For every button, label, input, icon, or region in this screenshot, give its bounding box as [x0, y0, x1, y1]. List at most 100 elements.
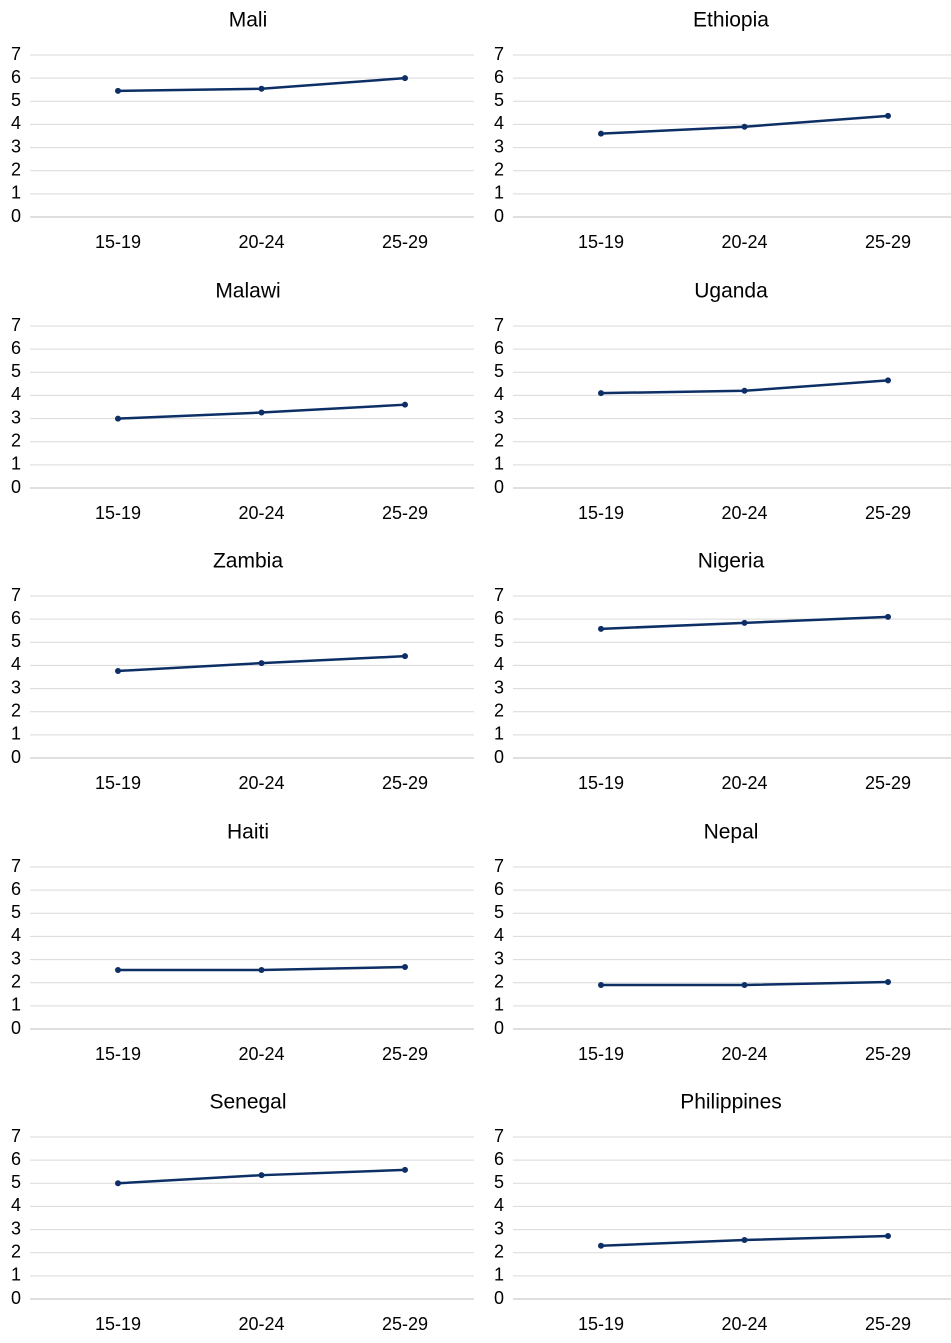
- y-tick-label: 0: [11, 747, 21, 767]
- x-tick-label: 25-29: [382, 773, 428, 793]
- data-point: [741, 387, 748, 394]
- data-point: [885, 112, 891, 119]
- data-point: [741, 982, 748, 989]
- data-point: [402, 401, 408, 408]
- x-tick-label: 25-29: [865, 503, 911, 523]
- y-tick-label: 4: [494, 654, 504, 674]
- x-tick-label: 15-19: [578, 1314, 624, 1334]
- y-tick-label: 2: [494, 1241, 504, 1261]
- x-tick-label: 20-24: [238, 773, 284, 793]
- y-tick-label: 1: [494, 1265, 504, 1285]
- x-tick-label: 15-19: [95, 1314, 141, 1334]
- x-tick-label: 25-29: [382, 1044, 428, 1064]
- y-tick-label: 4: [494, 113, 504, 133]
- y-tick-label: 4: [11, 1195, 21, 1215]
- chart-title: Nigeria: [698, 550, 765, 573]
- y-tick-label: 0: [494, 1288, 504, 1308]
- y-tick-label: 4: [11, 384, 21, 404]
- x-tick-label: 15-19: [95, 773, 141, 793]
- panel: Philippines 0 1 2 3 4 5 6 7 15-19 20-24 25-29: [494, 1091, 951, 1334]
- y-tick-label: 6: [11, 338, 21, 358]
- chart-title: Malawi: [215, 280, 280, 303]
- panel: Malawi 0 1 2 3 4 5 6 7 15-19 20-24 25-29: [11, 280, 474, 523]
- chart-title: Mali: [229, 9, 268, 32]
- y-tick-label: 0: [11, 206, 21, 226]
- y-tick-label: 3: [494, 948, 504, 968]
- chart-title: Nepal: [704, 821, 759, 844]
- panel: Nigeria 0 1 2 3 4 5 6 7 15-19 20-24 25-29: [494, 550, 951, 793]
- x-tick-label: 25-29: [865, 773, 911, 793]
- data-point: [885, 979, 891, 986]
- y-tick-label: 5: [494, 90, 504, 110]
- y-tick-label: 5: [494, 902, 504, 922]
- x-tick-label: 25-29: [865, 232, 911, 252]
- y-tick-label: 7: [11, 315, 21, 335]
- y-tick-label: 3: [494, 677, 504, 697]
- x-tick-label: 20-24: [721, 1044, 767, 1064]
- data-point: [402, 963, 408, 970]
- y-tick-label: 3: [11, 677, 21, 697]
- y-tick-label: 0: [494, 477, 504, 497]
- y-tick-label: 0: [11, 477, 21, 497]
- y-tick-label: 6: [11, 1149, 21, 1169]
- chart-title: Philippines: [680, 1091, 782, 1114]
- panel: Ethiopia 0 1 2 3 4 5 6 7 15-19 20-24 25-29: [494, 9, 951, 252]
- panel: Senegal 0 1 2 3 4 5 6 7 15-19 20-24 25-29: [11, 1091, 474, 1334]
- data-point: [885, 377, 891, 384]
- y-tick-label: 4: [11, 925, 21, 945]
- y-tick-label: 1: [494, 724, 504, 744]
- chart-title: Uganda: [694, 280, 768, 303]
- chart-title: Haiti: [227, 821, 269, 844]
- y-tick-label: 2: [11, 430, 21, 450]
- y-tick-label: 5: [494, 361, 504, 381]
- y-tick-label: 7: [494, 1126, 504, 1146]
- y-tick-label: 2: [494, 700, 504, 720]
- y-tick-label: 4: [494, 925, 504, 945]
- chart-title: Senegal: [209, 1091, 286, 1114]
- y-tick-label: 5: [11, 902, 21, 922]
- y-tick-label: 1: [11, 724, 21, 744]
- y-tick-label: 0: [11, 1288, 21, 1308]
- y-tick-label: 5: [494, 1172, 504, 1192]
- x-tick-label: 25-29: [382, 1314, 428, 1334]
- y-tick-label: 2: [11, 700, 21, 720]
- y-tick-label: 3: [11, 948, 21, 968]
- data-point: [402, 75, 408, 82]
- y-tick-label: 1: [11, 183, 21, 203]
- y-tick-label: 2: [11, 159, 21, 179]
- y-tick-label: 2: [494, 159, 504, 179]
- y-tick-label: 6: [494, 879, 504, 899]
- x-tick-label: 20-24: [721, 232, 767, 252]
- y-tick-label: 3: [11, 1218, 21, 1238]
- data-point: [402, 653, 408, 660]
- y-tick-label: 2: [11, 971, 21, 991]
- y-tick-label: 3: [11, 136, 21, 156]
- y-tick-label: 7: [494, 856, 504, 876]
- y-tick-label: 2: [494, 430, 504, 450]
- x-tick-label: 25-29: [865, 1044, 911, 1064]
- x-tick-label: 20-24: [238, 1314, 284, 1334]
- x-tick-label: 15-19: [95, 503, 141, 523]
- y-tick-label: 7: [11, 44, 21, 64]
- y-tick-label: 4: [11, 113, 21, 133]
- x-tick-label: 25-29: [382, 503, 428, 523]
- y-tick-label: 5: [11, 1172, 21, 1192]
- y-tick-label: 4: [494, 384, 504, 404]
- y-tick-label: 6: [494, 1149, 504, 1169]
- y-tick-label: 4: [11, 654, 21, 674]
- data-point: [741, 619, 748, 626]
- x-tick-label: 15-19: [578, 232, 624, 252]
- y-tick-label: 5: [11, 361, 21, 381]
- y-tick-label: 7: [11, 1126, 21, 1146]
- y-tick-label: 7: [11, 856, 21, 876]
- panel: Mali 0 1 2 3 4 5 6 7 15-19 20-24 25-29: [11, 9, 474, 252]
- y-tick-label: 7: [494, 315, 504, 335]
- x-tick-label: 25-29: [865, 1314, 911, 1334]
- data-point: [885, 613, 891, 620]
- chart-title: Ethiopia: [693, 9, 769, 32]
- data-point: [885, 1233, 891, 1240]
- data-point: [258, 409, 265, 416]
- y-tick-label: 6: [494, 338, 504, 358]
- data-point: [115, 1180, 121, 1187]
